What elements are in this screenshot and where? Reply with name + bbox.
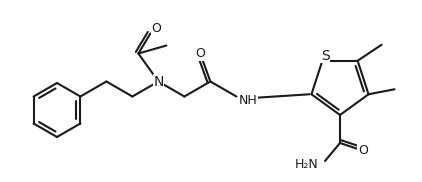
Text: O: O — [151, 22, 161, 35]
Text: N: N — [153, 74, 164, 88]
Text: O: O — [358, 145, 368, 157]
Text: S: S — [321, 49, 330, 63]
Text: NH: NH — [238, 94, 257, 107]
Text: H₂N: H₂N — [295, 159, 319, 171]
Text: O: O — [195, 47, 206, 60]
